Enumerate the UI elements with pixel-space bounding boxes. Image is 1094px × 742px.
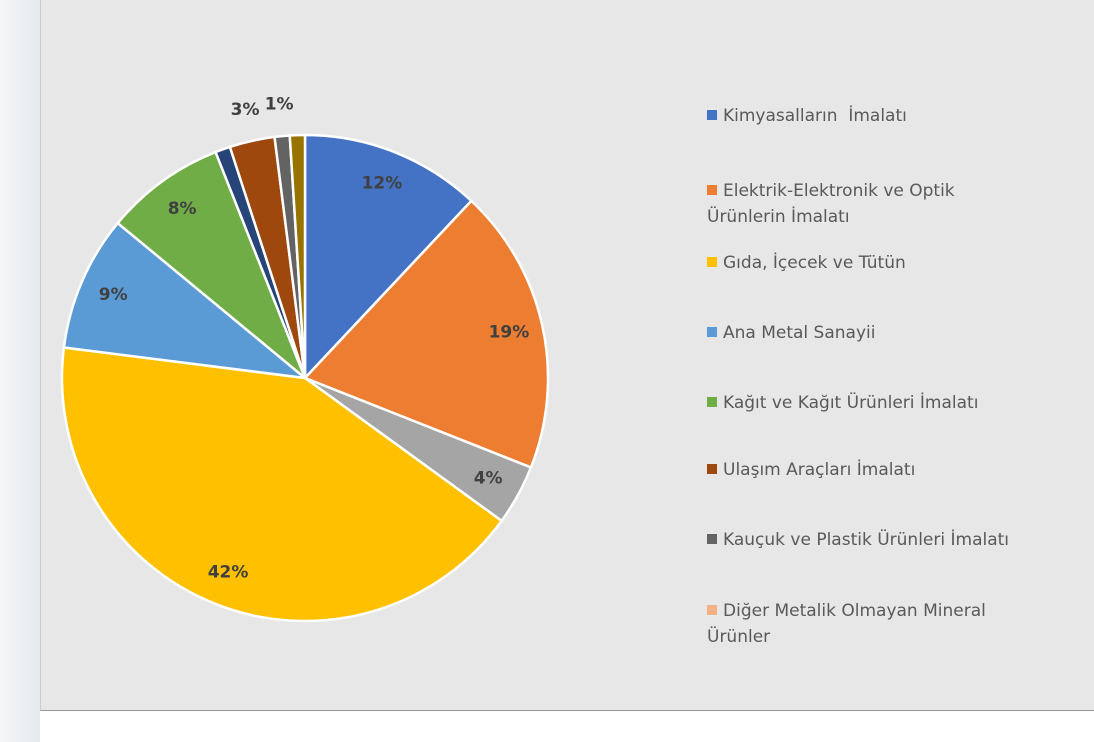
legend-swatch [707, 327, 717, 337]
legend-swatch [707, 605, 717, 615]
legend-item: Elektrik-Elektronik ve Optik Ürünlerin İ… [707, 178, 1027, 230]
legend-swatch [707, 464, 717, 474]
legend-item: Ana Metal Sanayii [707, 320, 1057, 346]
legend-item: Gıda, İçecek ve Tütün [707, 250, 1057, 276]
legend-label: Kauçuk ve Plastik Ürünleri İmalatı [723, 530, 1010, 550]
legend-item: Kağıt ve Kağıt Ürünleri İmalatı [707, 390, 1057, 416]
data-label: 42% [208, 562, 249, 582]
data-label: 12% [362, 174, 403, 194]
data-label: 1% [265, 95, 294, 115]
legend-item: Kauçuk ve Plastik Ürünleri İmalatı [707, 527, 1057, 553]
data-label: 3% [231, 100, 260, 120]
legend-label: Gıda, İçecek ve Tütün [723, 253, 906, 273]
legend-label: Ulaşım Araçları İmalatı [723, 460, 916, 480]
legend-label: Elektrik-Elektronik ve Optik Ürünlerin İ… [707, 181, 961, 227]
legend-label: Diğer Metalik Olmayan Mineral Ürünler [707, 601, 992, 647]
legend-swatch [707, 110, 717, 120]
pie-slice [62, 221, 310, 380]
legend-swatch [707, 534, 717, 544]
pie-slice [60, 346, 504, 623]
pie-slice [303, 133, 474, 382]
data-label: 8% [168, 199, 197, 219]
legend-swatch [707, 185, 717, 195]
legend-item: Ulaşım Araçları İmalatı [707, 457, 1057, 483]
side-strip [0, 0, 40, 742]
legend-label: Kimyasalların İmalatı [723, 106, 907, 126]
legend-label: Kağıt ve Kağıt Ürünleri İmalatı [723, 393, 979, 413]
legend-swatch [707, 397, 717, 407]
data-label: 9% [99, 285, 128, 305]
legend-item: Diğer Metalik Olmayan Mineral Ürünler [707, 598, 1027, 650]
data-label: 19% [489, 322, 530, 342]
legend-swatch [707, 257, 717, 267]
pie-slice [116, 150, 307, 379]
legend-label: Ana Metal Sanayii [723, 323, 876, 343]
legend-item: Kimyasalların İmalatı [707, 103, 1057, 129]
data-label: 4% [474, 469, 503, 489]
pie-slice [288, 133, 307, 379]
